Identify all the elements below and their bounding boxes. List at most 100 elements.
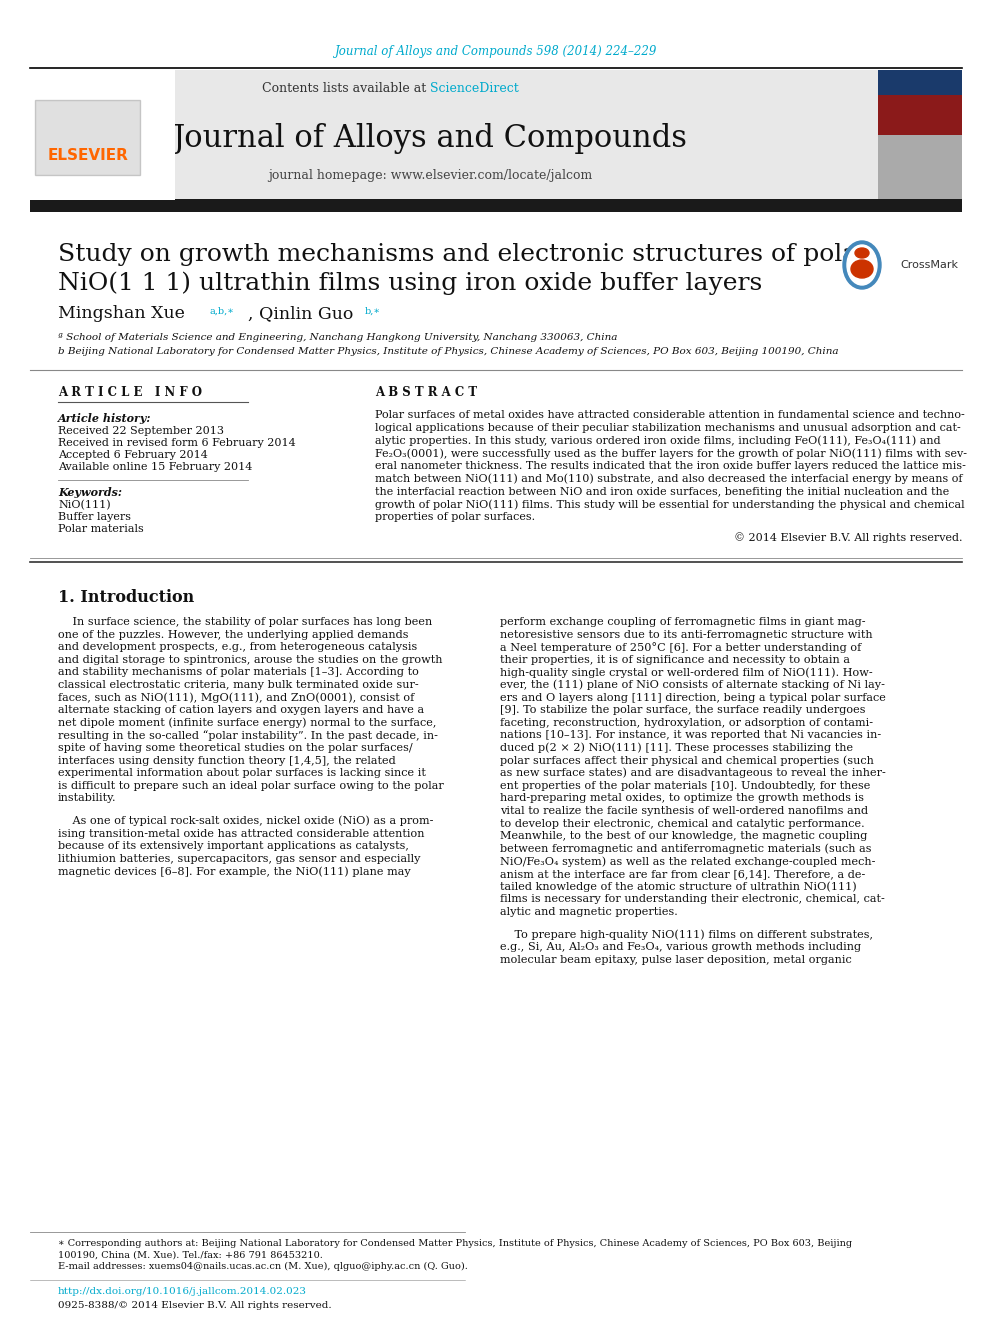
Text: ever, the (111) plane of NiO consists of alternate stacking of Ni lay-: ever, the (111) plane of NiO consists of… bbox=[500, 680, 885, 691]
Text: classical electrostatic criteria, many bulk terminated oxide sur-: classical electrostatic criteria, many b… bbox=[58, 680, 419, 691]
Bar bbox=[30, 70, 175, 200]
Text: Polar materials: Polar materials bbox=[58, 524, 144, 534]
Ellipse shape bbox=[843, 241, 881, 288]
Text: Study on growth mechanisms and electronic structures of polar: Study on growth mechanisms and electroni… bbox=[58, 243, 869, 266]
Text: and digital storage to spintronics, arouse the studies on the growth: and digital storage to spintronics, arou… bbox=[58, 655, 442, 664]
Text: as new surface states) and are disadvantageous to reveal the inher-: as new surface states) and are disadvant… bbox=[500, 767, 886, 778]
Text: A B S T R A C T: A B S T R A C T bbox=[375, 386, 477, 400]
Text: tailed knowledge of the atomic structure of ultrathin NiO(111): tailed knowledge of the atomic structure… bbox=[500, 881, 857, 892]
Bar bbox=[30, 70, 878, 200]
Text: Contents lists available at: Contents lists available at bbox=[262, 82, 430, 94]
Text: To prepare high-quality NiO(111) films on different substrates,: To prepare high-quality NiO(111) films o… bbox=[500, 929, 873, 939]
Bar bbox=[878, 70, 962, 200]
Text: Meanwhile, to the best of our knowledge, the magnetic coupling: Meanwhile, to the best of our knowledge,… bbox=[500, 831, 867, 841]
Text: Buffer layers: Buffer layers bbox=[58, 512, 131, 523]
Text: perform exchange coupling of ferromagnetic films in giant mag-: perform exchange coupling of ferromagnet… bbox=[500, 617, 865, 627]
Text: b,∗: b,∗ bbox=[365, 307, 381, 315]
Text: experimental information about polar surfaces is lacking since it: experimental information about polar sur… bbox=[58, 769, 426, 778]
Text: match between NiO(111) and Mo(110) substrate, and also decreased the interfacial: match between NiO(111) and Mo(110) subst… bbox=[375, 474, 962, 484]
Ellipse shape bbox=[851, 261, 873, 278]
Text: Journal of Alloys and Compounds: Journal of Alloys and Compounds bbox=[173, 123, 687, 153]
Text: NiO(1 1 1) ultrathin films using iron oxide buffer layers: NiO(1 1 1) ultrathin films using iron ox… bbox=[58, 271, 762, 295]
Text: A R T I C L E   I N F O: A R T I C L E I N F O bbox=[58, 386, 202, 400]
Text: is difficult to prepare such an ideal polar surface owing to the polar: is difficult to prepare such an ideal po… bbox=[58, 781, 443, 791]
Text: because of its extensively important applications as catalysts,: because of its extensively important app… bbox=[58, 841, 409, 851]
Text: spite of having some theoretical studies on the polar surfaces/: spite of having some theoretical studies… bbox=[58, 744, 413, 753]
Text: 0925-8388/© 2014 Elsevier B.V. All rights reserved.: 0925-8388/© 2014 Elsevier B.V. All right… bbox=[58, 1301, 331, 1310]
Text: alytic properties. In this study, various ordered iron oxide films, including Fe: alytic properties. In this study, variou… bbox=[375, 435, 940, 446]
Text: hard-preparing metal oxides, to optimize the growth methods is: hard-preparing metal oxides, to optimize… bbox=[500, 794, 864, 803]
Text: ent properties of the polar materials [10]. Undoubtedly, for these: ent properties of the polar materials [1… bbox=[500, 781, 870, 791]
Text: Mingshan Xue: Mingshan Xue bbox=[58, 306, 185, 323]
Text: logical applications because of their peculiar stabilization mechanisms and unus: logical applications because of their pe… bbox=[375, 423, 960, 433]
Text: Received 22 September 2013: Received 22 September 2013 bbox=[58, 426, 224, 437]
Bar bbox=[35, 101, 140, 175]
Text: films is necessary for understanding their electronic, chemical, cat-: films is necessary for understanding the… bbox=[500, 894, 885, 904]
Text: polar surfaces affect their physical and chemical properties (such: polar surfaces affect their physical and… bbox=[500, 755, 874, 766]
Text: ScienceDirect: ScienceDirect bbox=[430, 82, 519, 94]
Text: In surface science, the stability of polar surfaces has long been: In surface science, the stability of pol… bbox=[58, 617, 433, 627]
Text: e.g., Si, Au, Al₂O₃ and Fe₃O₄, various growth methods including: e.g., Si, Au, Al₂O₃ and Fe₃O₄, various g… bbox=[500, 942, 861, 953]
Text: Polar surfaces of metal oxides have attracted considerable attention in fundamen: Polar surfaces of metal oxides have attr… bbox=[375, 410, 965, 419]
Text: magnetic devices [6–8]. For example, the NiO(111) plane may: magnetic devices [6–8]. For example, the… bbox=[58, 867, 411, 877]
Text: a,b,∗: a,b,∗ bbox=[210, 307, 235, 315]
Text: Available online 15 February 2014: Available online 15 February 2014 bbox=[58, 462, 252, 472]
Text: a Neel temperature of 250°C [6]. For a better understanding of: a Neel temperature of 250°C [6]. For a b… bbox=[500, 642, 861, 652]
Text: anism at the interface are far from clear [6,14]. Therefore, a de-: anism at the interface are far from clea… bbox=[500, 869, 865, 878]
Text: 100190, China (M. Xue). Tel./fax: +86 791 86453210.: 100190, China (M. Xue). Tel./fax: +86 79… bbox=[58, 1250, 322, 1259]
Text: E-mail addresses: xuems04@nails.ucas.ac.cn (M. Xue), qlguo@iphy.ac.cn (Q. Guo).: E-mail addresses: xuems04@nails.ucas.ac.… bbox=[58, 1261, 468, 1270]
Text: As one of typical rock-salt oxides, nickel oxide (NiO) as a prom-: As one of typical rock-salt oxides, nick… bbox=[58, 816, 434, 827]
Text: Accepted 6 February 2014: Accepted 6 February 2014 bbox=[58, 450, 208, 460]
Text: Fe₂O₃(0001), were successfully used as the buffer layers for the growth of polar: Fe₂O₃(0001), were successfully used as t… bbox=[375, 448, 967, 459]
Bar bbox=[30, 198, 962, 212]
Text: net dipole moment (infinite surface energy) normal to the surface,: net dipole moment (infinite surface ener… bbox=[58, 717, 436, 728]
Text: the interfacial reaction between NiO and iron oxide surfaces, benefiting the ini: the interfacial reaction between NiO and… bbox=[375, 487, 949, 497]
Text: ∗ Corresponding authors at: Beijing National Laboratory for Condensed Matter Phy: ∗ Corresponding authors at: Beijing Nati… bbox=[58, 1240, 852, 1249]
Bar bbox=[878, 95, 962, 135]
Text: NiO(111): NiO(111) bbox=[58, 500, 111, 511]
Text: http://dx.doi.org/10.1016/j.jallcom.2014.02.023: http://dx.doi.org/10.1016/j.jallcom.2014… bbox=[58, 1287, 307, 1297]
Text: instability.: instability. bbox=[58, 794, 116, 803]
Text: CrossMark: CrossMark bbox=[900, 261, 958, 270]
Text: and development prospects, e.g., from heterogeneous catalysis: and development prospects, e.g., from he… bbox=[58, 642, 418, 652]
Text: between ferromagnetic and antiferromagnetic materials (such as: between ferromagnetic and antiferromagne… bbox=[500, 844, 872, 855]
Text: Keywords:: Keywords: bbox=[58, 487, 122, 497]
Text: to develop their electronic, chemical and catalytic performance.: to develop their electronic, chemical an… bbox=[500, 819, 865, 828]
Text: © 2014 Elsevier B.V. All rights reserved.: © 2014 Elsevier B.V. All rights reserved… bbox=[733, 533, 962, 544]
Text: and stability mechanisms of polar materials [1–3]. According to: and stability mechanisms of polar materi… bbox=[58, 667, 419, 677]
Text: Journal of Alloys and Compounds 598 (2014) 224–229: Journal of Alloys and Compounds 598 (201… bbox=[335, 45, 657, 58]
Text: NiO/Fe₃O₄ system) as well as the related exchange-coupled mech-: NiO/Fe₃O₄ system) as well as the related… bbox=[500, 856, 875, 867]
Text: journal homepage: www.elsevier.com/locate/jalcom: journal homepage: www.elsevier.com/locat… bbox=[268, 168, 592, 181]
Ellipse shape bbox=[847, 245, 877, 284]
Text: growth of polar NiO(111) films. This study will be essential for understanding t: growth of polar NiO(111) films. This stu… bbox=[375, 499, 964, 509]
Text: ising transition-metal oxide has attracted considerable attention: ising transition-metal oxide has attract… bbox=[58, 828, 425, 839]
Text: resulting in the so-called “polar instability”. In the past decade, in-: resulting in the so-called “polar instab… bbox=[58, 730, 437, 741]
Text: lithiumion batteries, supercapacitors, gas sensor and especially: lithiumion batteries, supercapacitors, g… bbox=[58, 853, 421, 864]
Ellipse shape bbox=[855, 247, 869, 258]
Text: high-quality single crystal or well-ordered film of NiO(111). How-: high-quality single crystal or well-orde… bbox=[500, 667, 873, 677]
Text: faceting, reconstruction, hydroxylation, or adsorption of contami-: faceting, reconstruction, hydroxylation,… bbox=[500, 718, 873, 728]
Text: ELSEVIER: ELSEVIER bbox=[48, 147, 128, 163]
Bar bbox=[878, 70, 962, 95]
Text: eral nanometer thickness. The results indicated that the iron oxide buffer layer: eral nanometer thickness. The results in… bbox=[375, 462, 966, 471]
Text: netoresistive sensors due to its anti-ferromagnetic structure with: netoresistive sensors due to its anti-fe… bbox=[500, 630, 873, 639]
Text: Article history:: Article history: bbox=[58, 413, 152, 423]
Text: ª School of Materials Science and Engineering, Nanchang Hangkong University, Nan: ª School of Materials Science and Engine… bbox=[58, 332, 617, 341]
Text: nations [10–13]. For instance, it was reported that Ni vacancies in-: nations [10–13]. For instance, it was re… bbox=[500, 730, 881, 741]
Text: , Qinlin Guo: , Qinlin Guo bbox=[248, 306, 353, 323]
Text: properties of polar surfaces.: properties of polar surfaces. bbox=[375, 512, 535, 523]
Text: duced p(2 × 2) NiO(111) [11]. These processes stabilizing the: duced p(2 × 2) NiO(111) [11]. These proc… bbox=[500, 742, 853, 753]
Text: 1. Introduction: 1. Introduction bbox=[58, 590, 194, 606]
Text: b Beijing National Laboratory for Condensed Matter Physics, Institute of Physics: b Beijing National Laboratory for Conden… bbox=[58, 347, 838, 356]
Bar bbox=[878, 135, 962, 200]
Text: their properties, it is of significance and necessity to obtain a: their properties, it is of significance … bbox=[500, 655, 850, 664]
Text: faces, such as NiO(111), MgO(111), and ZnO(0001), consist of: faces, such as NiO(111), MgO(111), and Z… bbox=[58, 692, 415, 703]
Text: interfaces using density function theory [1,4,5], the related: interfaces using density function theory… bbox=[58, 755, 396, 766]
Text: [9]. To stabilize the polar surface, the surface readily undergoes: [9]. To stabilize the polar surface, the… bbox=[500, 705, 865, 716]
Text: alternate stacking of cation layers and oxygen layers and have a: alternate stacking of cation layers and … bbox=[58, 705, 425, 716]
Text: one of the puzzles. However, the underlying applied demands: one of the puzzles. However, the underly… bbox=[58, 630, 409, 639]
Text: molecular beam epitaxy, pulse laser deposition, metal organic: molecular beam epitaxy, pulse laser depo… bbox=[500, 955, 852, 964]
Text: Received in revised form 6 February 2014: Received in revised form 6 February 2014 bbox=[58, 438, 296, 448]
Text: vital to realize the facile synthesis of well-ordered nanofilms and: vital to realize the facile synthesis of… bbox=[500, 806, 868, 816]
Text: alytic and magnetic properties.: alytic and magnetic properties. bbox=[500, 906, 678, 917]
